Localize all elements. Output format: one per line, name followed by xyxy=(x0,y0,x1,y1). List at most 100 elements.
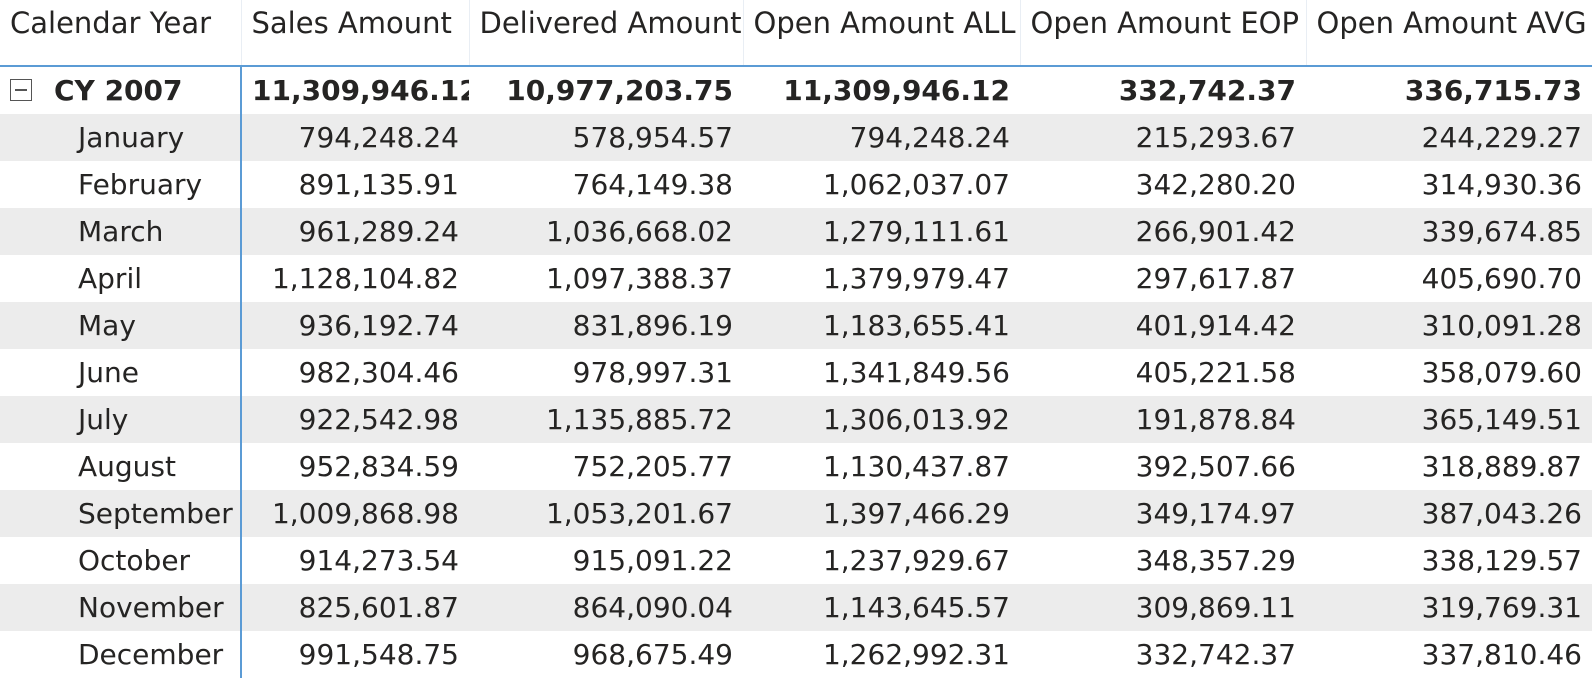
cell-value: 297,617.87 xyxy=(1135,262,1296,295)
table-row: June 982,304.46 978,997.31 1,341,849.56 405,… xyxy=(0,349,1592,396)
row-header-month: July xyxy=(0,396,242,443)
cell-value: 831,896.19 xyxy=(469,302,743,349)
cell-value: 405,690.70 xyxy=(1421,262,1582,295)
cell-value: 337,810.46 xyxy=(1421,638,1582,671)
table-row: July 922,542.98 1,135,885.72 1,306,013.92 19… xyxy=(0,396,1592,443)
table-row: April 1,128,104.82 1,097,388.37 1,379,979.4… xyxy=(0,255,1592,302)
table-row: January 794,248.24 578,954.57 794,248.24 215… xyxy=(0,114,1592,161)
subtotal-row: CY 2007 11,309,946.12 10,977,203.75 11,3… xyxy=(0,66,1592,114)
cell-value: 1,183,655.41 xyxy=(743,302,1020,349)
cell-value: 1,341,849.56 xyxy=(822,356,1010,389)
table-row: September 1,009,868.98 1,053,201.67 1,397,4… xyxy=(0,490,1592,537)
cell-value: 392,507.66 xyxy=(1135,450,1296,483)
header-row: Calendar Year Sales Amount Delivered Amo… xyxy=(0,0,1592,67)
row-header-month: September xyxy=(0,490,242,537)
cell-value: 1,279,111.61 xyxy=(743,208,1020,255)
cell-value: 332,742.37 xyxy=(1118,74,1296,107)
cell-value: 191,878.84 xyxy=(1020,396,1306,443)
cell-value: 891,135.91 xyxy=(298,168,459,201)
column-header-open-amount-all[interactable]: Open Amount ALL xyxy=(743,0,1021,67)
cell-value: 11,309,946.12 xyxy=(252,74,469,107)
column-header-calendar-year[interactable]: Calendar Year xyxy=(0,0,242,67)
table-row: August 952,834.59 752,205.77 1,130,437.87 39… xyxy=(0,443,1592,490)
cell-value: 266,901.42 xyxy=(1020,208,1306,255)
cell-value: 1,062,037.07 xyxy=(822,168,1010,201)
minus-square-icon[interactable] xyxy=(10,79,32,101)
cell-value: 319,769.31 xyxy=(1306,584,1592,631)
cell-value: 342,280.20 xyxy=(1135,168,1296,201)
cell-value: 339,674.85 xyxy=(1306,208,1592,255)
cell-value: 358,079.60 xyxy=(1421,356,1582,389)
cell-value: 1,036,668.02 xyxy=(469,208,743,255)
cell-value: 1,143,645.57 xyxy=(743,584,1020,631)
cell-value: 982,304.46 xyxy=(298,356,459,389)
cell-value: 401,914.42 xyxy=(1020,302,1306,349)
cell-value: 332,742.37 xyxy=(1135,638,1296,671)
column-header-open-amount-eop[interactable]: Open Amount EOP xyxy=(1020,0,1307,67)
cell-value: 752,205.77 xyxy=(572,450,733,483)
cell-value: 387,043.26 xyxy=(1306,490,1592,537)
cell-value: 1,306,013.92 xyxy=(743,396,1020,443)
row-header-month: May xyxy=(0,302,242,349)
cell-value: 10,977,203.75 xyxy=(506,74,733,107)
cell-value: 1,237,929.67 xyxy=(822,544,1010,577)
table-row: October 914,273.54 915,091.22 1,237,929.67 3… xyxy=(0,537,1592,584)
cell-value: 1,379,979.47 xyxy=(822,262,1010,295)
cell-value: 864,090.04 xyxy=(469,584,743,631)
row-header-month: October xyxy=(0,537,242,584)
row-header-month: March xyxy=(0,208,242,255)
cell-value: 978,997.31 xyxy=(572,356,733,389)
cell-value: 952,834.59 xyxy=(298,450,459,483)
cell-value: 215,293.67 xyxy=(1020,114,1306,161)
cell-value: 405,221.58 xyxy=(1135,356,1296,389)
row-header-month: January xyxy=(0,114,242,161)
cell-value: 914,273.54 xyxy=(298,544,459,577)
row-header-month: August xyxy=(0,443,242,490)
cell-value: 349,174.97 xyxy=(1020,490,1306,537)
cell-value: 310,091.28 xyxy=(1306,302,1592,349)
cell-value: 578,954.57 xyxy=(469,114,743,161)
cell-value: 244,229.27 xyxy=(1306,114,1592,161)
cell-value: 365,149.51 xyxy=(1306,396,1592,443)
cell-value: 1,128,104.82 xyxy=(271,262,459,295)
row-header-month: February xyxy=(0,161,242,208)
table-row: May 936,192.74 831,896.19 1,183,655.41 401,9… xyxy=(0,302,1592,349)
cell-value: 961,289.24 xyxy=(241,208,469,255)
row-header-label: CY 2007 xyxy=(54,74,183,107)
column-header-open-amount-avg[interactable]: Open Amount AVG xyxy=(1306,0,1592,67)
cell-value: 338,129.57 xyxy=(1421,544,1582,577)
cell-value: 314,930.36 xyxy=(1421,168,1582,201)
cell-value: 794,248.24 xyxy=(743,114,1020,161)
cell-value: 1,053,201.67 xyxy=(469,490,743,537)
cell-value: 968,675.49 xyxy=(572,638,733,671)
cell-value: 1,397,466.29 xyxy=(743,490,1020,537)
cell-value: 11,309,946.12 xyxy=(783,74,1010,107)
cell-value: 1,009,868.98 xyxy=(241,490,469,537)
cell-value: 936,192.74 xyxy=(241,302,469,349)
column-header-delivered-amount[interactable]: Delivered Amount xyxy=(469,0,744,67)
table-row: November 825,601.87 864,090.04 1,143,645.57… xyxy=(0,584,1592,631)
cell-value: 1,130,437.87 xyxy=(822,450,1010,483)
cell-value: 318,889.87 xyxy=(1421,450,1582,483)
row-header-month: November xyxy=(0,584,242,631)
matrix-body: CY 2007 11,309,946.12 10,977,203.75 11,3… xyxy=(0,66,1592,678)
row-header-month: April xyxy=(0,255,242,302)
table-row: December 991,548.75 968,675.49 1,262,992.31… xyxy=(0,631,1592,678)
cell-value: 991,548.75 xyxy=(298,638,459,671)
cell-value: 794,248.24 xyxy=(241,114,469,161)
cell-value: 922,542.98 xyxy=(241,396,469,443)
table-row: March 961,289.24 1,036,668.02 1,279,111.61 2… xyxy=(0,208,1592,255)
cell-value: 1,262,992.31 xyxy=(822,638,1010,671)
table-row: February 891,135.91 764,149.38 1,062,037.07… xyxy=(0,161,1592,208)
cell-value: 1,097,388.37 xyxy=(545,262,733,295)
row-header-month: December xyxy=(0,631,242,678)
cell-value: 915,091.22 xyxy=(572,544,733,577)
cell-value: 336,715.73 xyxy=(1404,74,1582,107)
column-header-sales-amount[interactable]: Sales Amount xyxy=(241,0,470,67)
cell-value: 825,601.87 xyxy=(241,584,469,631)
cell-value: 348,357.29 xyxy=(1135,544,1296,577)
row-header-month: June xyxy=(0,349,242,396)
cell-value: 309,869.11 xyxy=(1020,584,1306,631)
